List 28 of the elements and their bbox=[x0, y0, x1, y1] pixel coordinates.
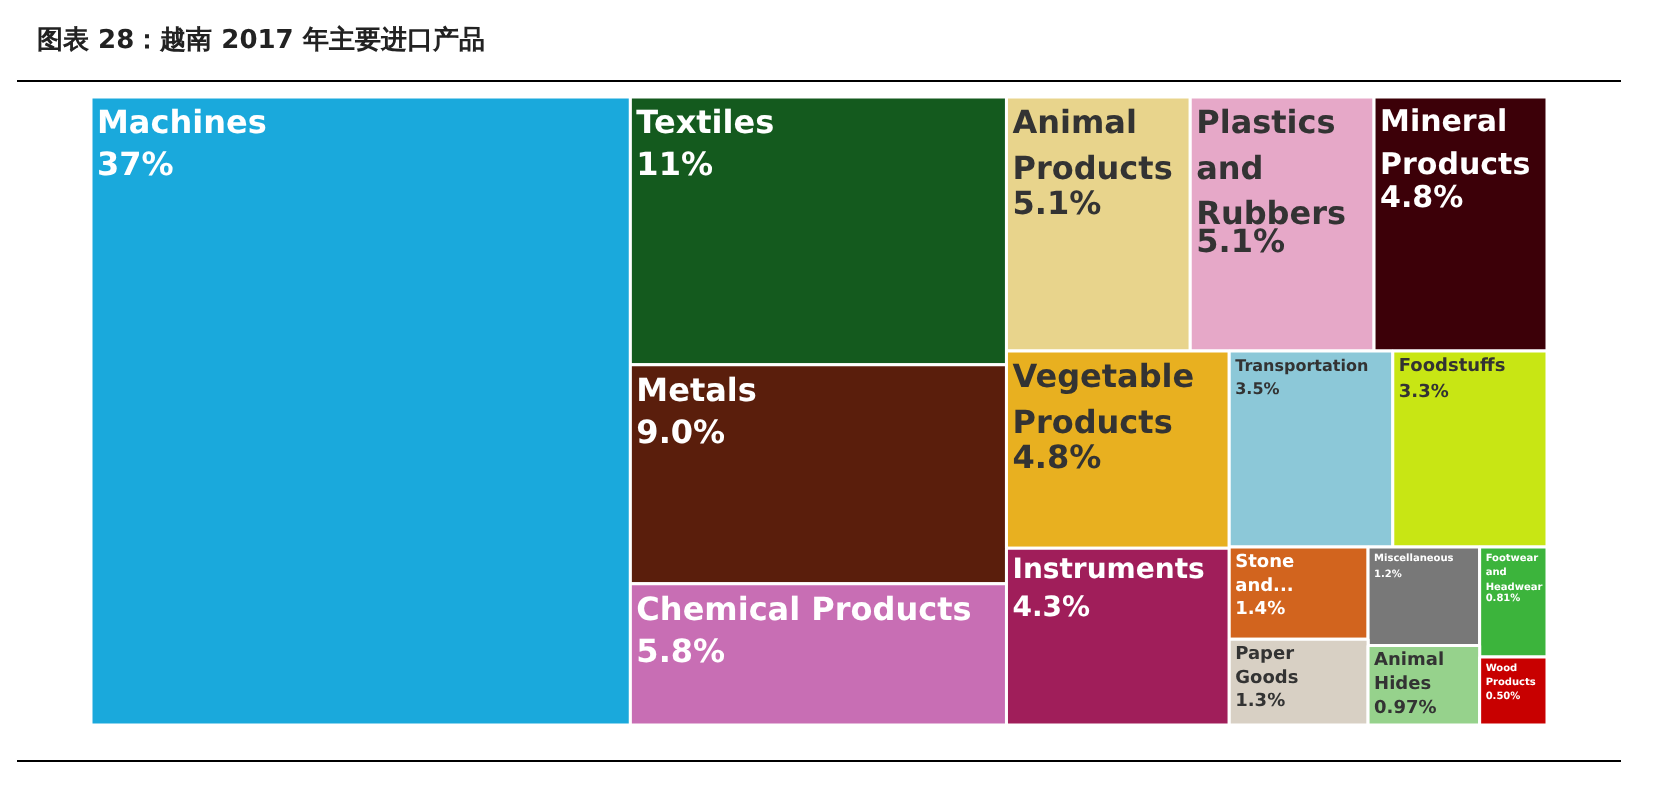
data-label: 0.97% bbox=[1374, 698, 1437, 719]
text: 图表 28：越南 2017 年主要进口产品 bbox=[37, 24, 485, 56]
data-label: 5.1% bbox=[1012, 183, 1102, 222]
data-label: 1.4% bbox=[1235, 600, 1286, 621]
category-label: Textiles bbox=[636, 103, 775, 141]
data-label: 4.8% bbox=[1380, 179, 1464, 215]
category-label: Vegetable Products bbox=[1012, 357, 1195, 441]
data-label: 9.0% bbox=[636, 413, 726, 452]
category-label: Stone and... bbox=[1235, 552, 1295, 597]
category-label: Machines bbox=[97, 103, 267, 141]
category-label: Mineral Products bbox=[1380, 103, 1531, 183]
category-label: Foodstuffs bbox=[1398, 357, 1506, 378]
category-label: Paper Goods bbox=[1235, 645, 1299, 690]
data-label: 1.3% bbox=[1235, 692, 1286, 713]
data-label: 4.3% bbox=[1012, 591, 1091, 624]
category-label: Instruments bbox=[1012, 554, 1205, 587]
category-label: Animal Products bbox=[1012, 103, 1173, 187]
data-label: 37% bbox=[97, 145, 174, 184]
category-label: Animal Hides bbox=[1374, 651, 1445, 696]
data-label: 3.5% bbox=[1235, 380, 1280, 399]
category-label: Transportation bbox=[1235, 357, 1369, 376]
data-label: 5.8% bbox=[636, 632, 726, 671]
data-label: 3.3% bbox=[1398, 382, 1449, 403]
category-label: Chemical Products bbox=[636, 589, 972, 628]
category-label: Metals bbox=[636, 370, 757, 409]
data-label: 4.8% bbox=[1012, 437, 1102, 476]
data-label: 5.1% bbox=[1196, 222, 1285, 261]
data-label: 11% bbox=[636, 145, 713, 184]
